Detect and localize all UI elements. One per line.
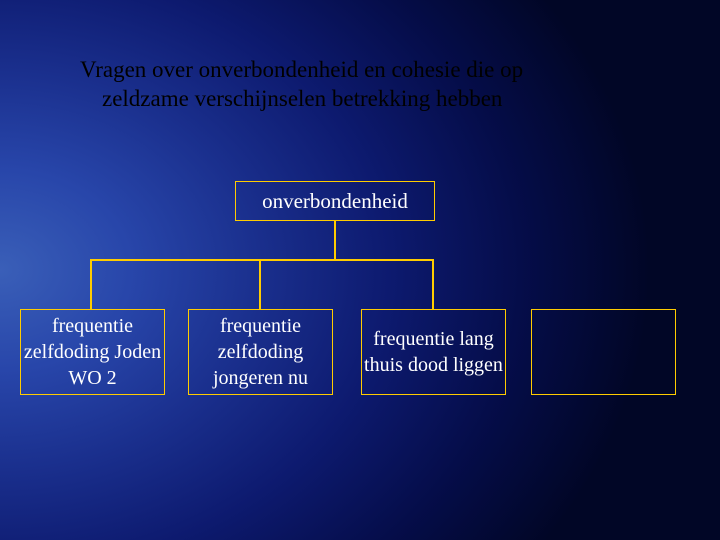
tree-child-node-2: frequentie zelfdoding jongeren nu	[188, 309, 333, 395]
child1-label: frequentie zelfdoding Joden WO 2	[21, 313, 164, 391]
title-line-1: Vragen over onverbondenheid en cohesie d…	[80, 56, 640, 85]
connector-to-child1	[90, 261, 92, 309]
root-label: onverbondenheid	[262, 189, 408, 214]
tree-child-node-1: frequentie zelfdoding Joden WO 2	[20, 309, 165, 395]
child2-label: frequentie zelfdoding jongeren nu	[189, 313, 332, 391]
tree-child-node-4	[531, 309, 676, 395]
connector-to-child2	[259, 261, 261, 309]
connector-horizontal	[90, 259, 434, 261]
tree-child-node-3: frequentie lang thuis dood liggen	[361, 309, 506, 395]
child3-label: frequentie lang thuis dood liggen	[362, 326, 505, 378]
title-line-2: zeldzame verschijnselen betrekking hebbe…	[80, 85, 640, 114]
connector-to-child3	[432, 261, 434, 309]
slide-title: Vragen over onverbondenheid en cohesie d…	[80, 56, 640, 114]
tree-root-node: onverbondenheid	[235, 181, 435, 221]
connector-root-down	[334, 221, 336, 259]
